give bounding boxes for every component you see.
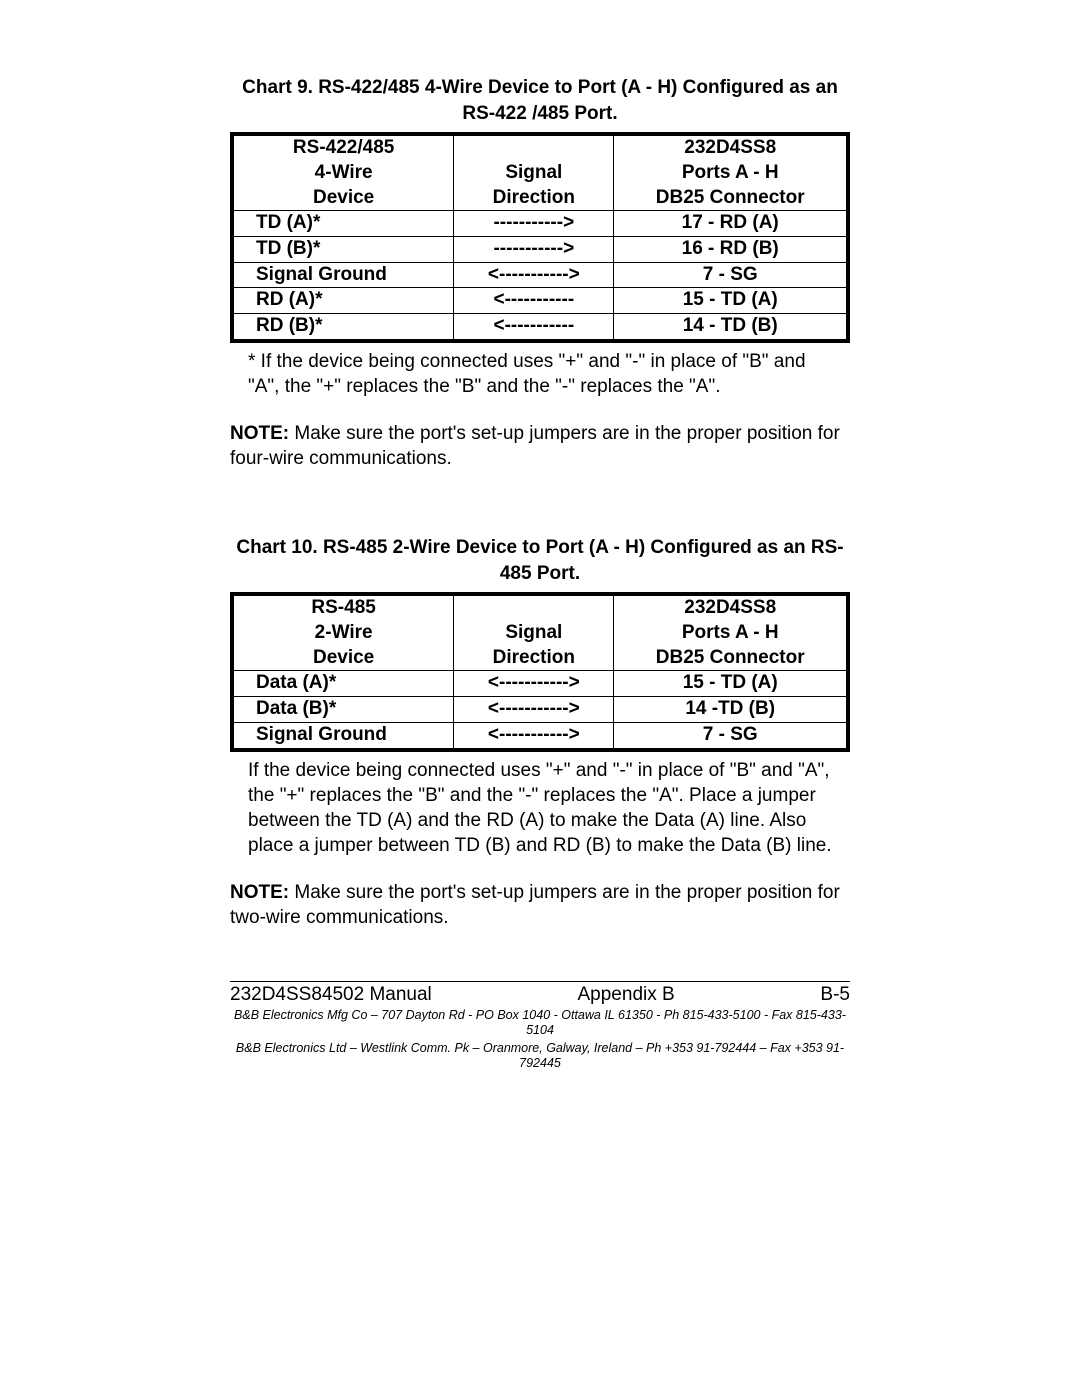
chart10-title: Chart 10. RS-485 2-Wire Device to Port (… [230,535,850,586]
cell: <-----------> [454,697,614,723]
cell: 17 - RD (A) [614,211,848,237]
note-label: NOTE: [230,882,289,903]
cell: Data (A)* [232,671,454,697]
hdr-cell: Direction [454,646,614,671]
table-row: TD (B)* -----------> 16 - RD (B) [232,237,848,263]
table-header-row: RS-422/485 232D4SS8 [232,134,848,161]
table-header-row: Device Direction DB25 Connector [232,646,848,671]
cell: Signal Ground [232,262,454,288]
cell: -----------> [454,211,614,237]
table-row: Signal Ground <-----------> 7 - SG [232,262,848,288]
cell: <-----------> [454,262,614,288]
cell: Data (B)* [232,697,454,723]
section-spacer [230,471,850,535]
cell: TD (B)* [232,237,454,263]
table-header-row: Device Direction DB25 Connector [232,186,848,211]
cell: -----------> [454,237,614,263]
table-header-row: 2-Wire Signal Ports A - H [232,621,848,646]
cell: Signal Ground [232,722,454,749]
hdr-cell: Device [232,646,454,671]
table-row: Data (A)* <-----------> 15 - TD (A) [232,671,848,697]
cell: RD (B)* [232,314,454,341]
table-row: Data (B)* <-----------> 14 -TD (B) [232,697,848,723]
hdr-cell: DB25 Connector [614,186,848,211]
table-row: TD (A)* -----------> 17 - RD (A) [232,211,848,237]
cell: 16 - RD (B) [614,237,848,263]
chart9-table: RS-422/485 232D4SS8 4-Wire Signal Ports … [230,132,850,343]
cell: RD (A)* [232,288,454,314]
cell: <-----------> [454,722,614,749]
hdr-cell: DB25 Connector [614,646,848,671]
cell: <-----------> [454,671,614,697]
page-footer: 232D4SS84502 Manual Appendix B B-5 B&B E… [230,981,850,1073]
chart10-table: RS-485 232D4SS8 2-Wire Signal Ports A - … [230,592,850,751]
chart10-footnote: If the device being connected uses "+" a… [248,758,832,858]
hdr-cell: Signal [454,621,614,646]
chart9-note: NOTE: Make sure the port's set-up jumper… [230,421,850,471]
table-header-row: 4-Wire Signal Ports A - H [232,161,848,186]
note-text: Make sure the port's set-up jumpers are … [230,423,840,469]
cell: <----------- [454,314,614,341]
footer-manual: 232D4SS84502 Manual [230,984,432,1006]
table-header-row: RS-485 232D4SS8 [232,594,848,621]
cell: 14 -TD (B) [614,697,848,723]
cell: 15 - TD (A) [614,671,848,697]
hdr-cell [454,594,614,621]
hdr-cell: Device [232,186,454,211]
hdr-cell: RS-422/485 [232,134,454,161]
table-row: Signal Ground <-----------> 7 - SG [232,722,848,749]
footer-row: 232D4SS84502 Manual Appendix B B-5 [230,984,850,1006]
cell: 7 - SG [614,722,848,749]
footer-appendix: Appendix B [578,984,675,1006]
footer-pagenum: B-5 [820,984,850,1006]
note-text: Make sure the port's set-up jumpers are … [230,882,840,928]
hdr-cell: 232D4SS8 [614,134,848,161]
hdr-cell: RS-485 [232,594,454,621]
hdr-cell [454,134,614,161]
cell: TD (A)* [232,211,454,237]
chart10-note: NOTE: Make sure the port's set-up jumper… [230,880,850,930]
hdr-cell: Signal [454,161,614,186]
cell: <----------- [454,288,614,314]
hdr-cell: 232D4SS8 [614,594,848,621]
table-row: RD (A)* <----------- 15 - TD (A) [232,288,848,314]
manual-page: Chart 9. RS-422/485 4-Wire Device to Por… [0,0,1080,930]
hdr-cell: Ports A - H [614,621,848,646]
hdr-cell: Direction [454,186,614,211]
hdr-cell: Ports A - H [614,161,848,186]
footer-address-2: B&B Electronics Ltd – Westlink Comm. Pk … [230,1041,850,1072]
cell: 15 - TD (A) [614,288,848,314]
hdr-cell: 4-Wire [232,161,454,186]
note-label: NOTE: [230,423,289,444]
table-row: RD (B)* <----------- 14 - TD (B) [232,314,848,341]
footer-address-1: B&B Electronics Mfg Co – 707 Dayton Rd -… [230,1008,850,1039]
cell: 14 - TD (B) [614,314,848,341]
cell: 7 - SG [614,262,848,288]
chart9-title: Chart 9. RS-422/485 4-Wire Device to Por… [230,75,850,126]
chart9-footnote: * If the device being connected uses "+"… [248,349,832,399]
hdr-cell: 2-Wire [232,621,454,646]
